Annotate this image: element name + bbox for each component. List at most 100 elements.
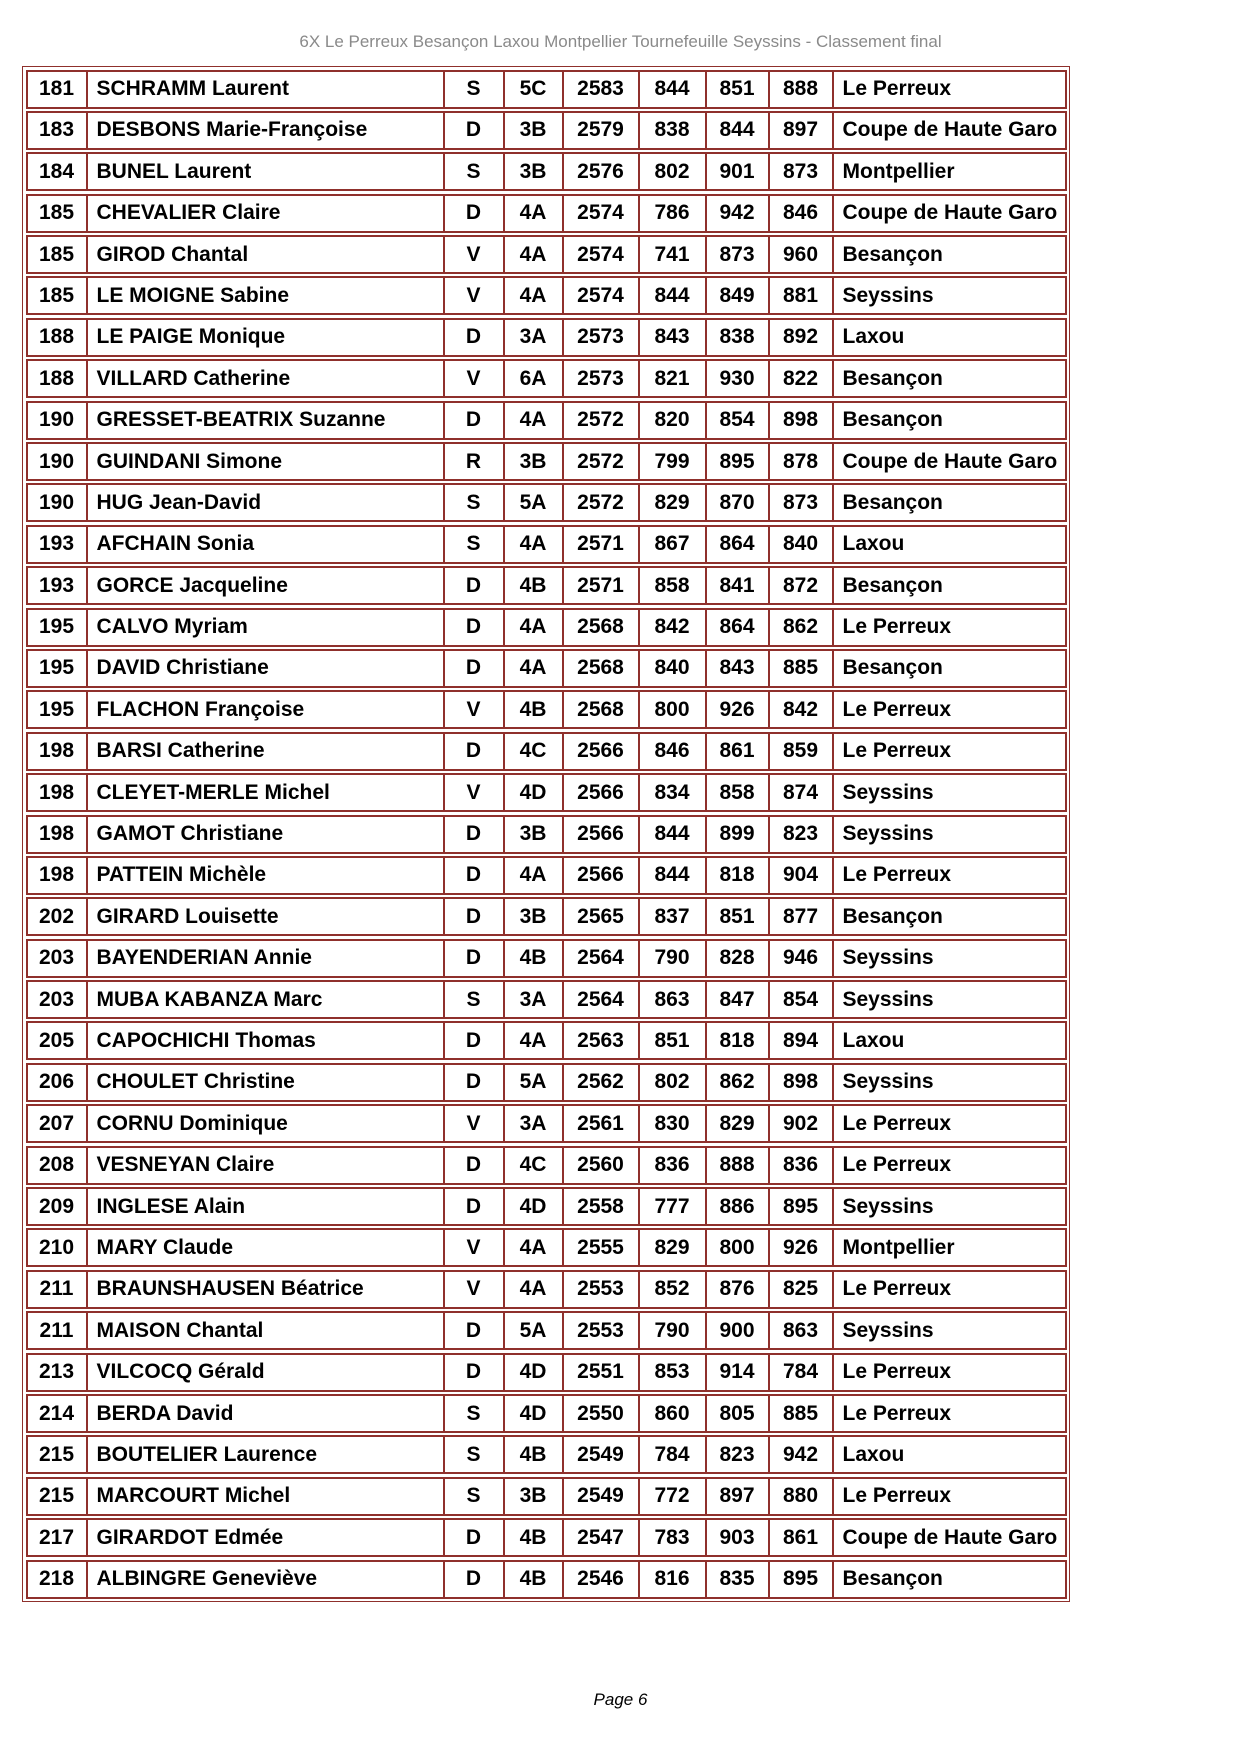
table-row: 190 HUG Jean-David S 5A 2572 829 870 873 Besanço… (25, 483, 1067, 523)
total-cell: 2573 (564, 361, 640, 397)
results-table: 181 SCHRAMM Laurent S 5C 2583 844 851 888 Le Per… (22, 66, 1070, 1603)
score1-cell: 784 (640, 1437, 707, 1473)
series-cell: 4A (505, 609, 564, 645)
series-cell: 3A (505, 1106, 564, 1142)
table-row: 185 GIROD Chantal V 4A 2574 741 873 960 Besançon (25, 235, 1067, 275)
series-cell: 6A (505, 361, 564, 397)
table-row: 211 BRAUNSHAUSEN Béatrice V 4A 2553 852 876 825… (25, 1269, 1067, 1309)
name-cell: GIRARDOT Edmée (88, 1520, 445, 1556)
rank-cell: 193 (28, 526, 88, 562)
score3-cell: 874 (770, 775, 834, 811)
score3-cell: 863 (770, 1313, 834, 1349)
score1-cell: 799 (640, 444, 707, 480)
total-cell: 2558 (564, 1189, 640, 1225)
club-cell: Coupe de Haute Garo (842, 201, 1058, 225)
category-cell: D (445, 1520, 505, 1556)
series-cell: 4A (505, 1271, 564, 1307)
club-cell: Laxou (842, 532, 905, 556)
rank-cell: 185 (28, 237, 88, 273)
name-cell: MARY Claude (88, 1230, 445, 1266)
category-cell: D (445, 1147, 505, 1183)
category-cell: D (445, 857, 505, 893)
category-cell: D (445, 609, 505, 645)
name-cell: MARCOURT Michel (88, 1478, 445, 1514)
score3-cell: 873 (770, 154, 834, 190)
score2-cell: 818 (707, 1023, 770, 1059)
rank-cell: 198 (28, 733, 88, 769)
total-cell: 2568 (564, 692, 640, 728)
name-cell: LE MOIGNE Sabine (88, 278, 445, 314)
score2-cell: 800 (707, 1230, 770, 1266)
table-row: 203 MUBA KABANZA Marc S 3A 2564 863 847 854 Seys… (25, 980, 1067, 1020)
rank-cell: 211 (28, 1271, 88, 1307)
score3-cell: 823 (770, 816, 834, 852)
name-cell: CORNU Dominique (88, 1106, 445, 1142)
score2-cell: 844 (707, 112, 770, 148)
score1-cell: 851 (640, 1023, 707, 1059)
club-cell: Besançon (842, 573, 943, 597)
rank-cell: 188 (28, 361, 88, 397)
category-cell: D (445, 816, 505, 852)
score3-cell: 895 (770, 1561, 834, 1597)
name-cell: GIROD Chantal (88, 237, 445, 273)
score3-cell: 840 (770, 526, 834, 562)
score1-cell: 844 (640, 816, 707, 852)
score3-cell: 836 (770, 1147, 834, 1183)
series-cell: 3A (505, 982, 564, 1018)
rank-cell: 190 (28, 444, 88, 480)
name-cell: INGLESE Alain (88, 1189, 445, 1225)
name-cell: CALVO Myriam (88, 609, 445, 645)
total-cell: 2568 (564, 650, 640, 686)
club-cell: Besançon (842, 656, 943, 680)
score2-cell: 899 (707, 816, 770, 852)
club-cell: Besançon (842, 366, 943, 390)
club-cell: Montpellier (842, 1235, 955, 1259)
score2-cell: 926 (707, 692, 770, 728)
score2-cell: 828 (707, 940, 770, 976)
name-cell: BARSI Catherine (88, 733, 445, 769)
total-cell: 2549 (564, 1437, 640, 1473)
club-cell: Seyssins (842, 780, 934, 804)
score2-cell: 843 (707, 650, 770, 686)
category-cell: S (445, 154, 505, 190)
series-cell: 5A (505, 485, 564, 521)
rank-cell: 195 (28, 692, 88, 728)
rank-cell: 181 (28, 71, 88, 107)
table-row: 198 CLEYET-MERLE Michel V 4D 2566 834 858 874 Se… (25, 773, 1067, 813)
club-cell: Le Perreux (842, 863, 952, 887)
series-cell: 3B (505, 816, 564, 852)
score1-cell: 802 (640, 154, 707, 190)
total-cell: 2571 (564, 526, 640, 562)
club-cell: Le Perreux (842, 1401, 952, 1425)
name-cell: DESBONS Marie-Françoise (88, 112, 445, 148)
name-cell: ALBINGRE Geneviève (88, 1561, 445, 1597)
name-cell: GUINDANI Simone (88, 444, 445, 480)
score1-cell: 842 (640, 609, 707, 645)
name-cell: SCHRAMM Laurent (88, 71, 445, 107)
category-cell: D (445, 568, 505, 604)
name-cell: CHOULET Christine (88, 1064, 445, 1100)
category-cell: V (445, 775, 505, 811)
table-row: 198 GAMOT Christiane D 3B 2566 844 899 823 Seyss… (25, 814, 1067, 854)
score1-cell: 829 (640, 485, 707, 521)
category-cell: S (445, 1437, 505, 1473)
rank-cell: 210 (28, 1230, 88, 1266)
total-cell: 2565 (564, 899, 640, 935)
total-cell: 2571 (564, 568, 640, 604)
score2-cell: 829 (707, 1106, 770, 1142)
club-cell: Coupe de Haute Garo (842, 449, 1058, 473)
name-cell: BUNEL Laurent (88, 154, 445, 190)
score2-cell: 870 (707, 485, 770, 521)
score3-cell: 885 (770, 1396, 834, 1431)
score1-cell: 852 (640, 1271, 707, 1307)
name-cell: CHEVALIER Claire (88, 195, 445, 231)
score1-cell: 853 (640, 1354, 707, 1390)
table-row: 188 LE PAIGE Monique D 3A 2573 843 838 892 Laxou (25, 317, 1067, 357)
rank-cell: 207 (28, 1106, 88, 1142)
series-cell: 4A (505, 1023, 564, 1059)
score2-cell: 876 (707, 1271, 770, 1307)
category-cell: D (445, 1064, 505, 1100)
table-row: 195 DAVID Christiane D 4A 2568 840 843 885 Besan… (25, 648, 1067, 688)
rank-cell: 198 (28, 857, 88, 893)
rank-cell: 215 (28, 1478, 88, 1514)
